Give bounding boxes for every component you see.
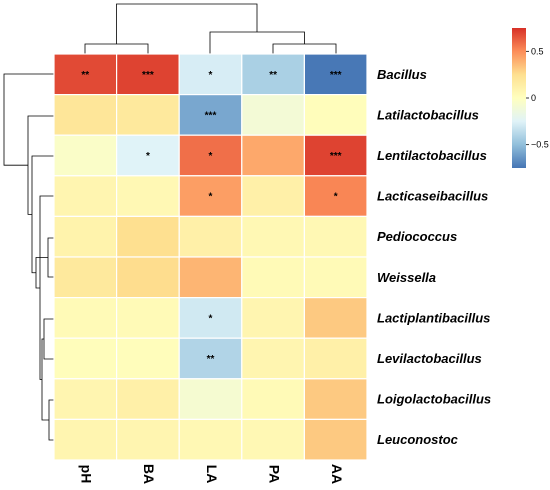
sig-lentilactobacillus-aa: *** [330,151,342,162]
sig-levilactobacillus-la: ** [207,354,215,365]
row-dendro-branch-7 [31,155,54,274]
row-label-levilactobacillus: Levilactobacillus [377,351,482,366]
cell-levilactobacillus-pa [241,337,306,380]
cell-bacillus-la [178,53,243,96]
row-dendro-branch-4 [41,338,49,421]
row-dendro-branch-6 [35,257,48,289]
row-label-lacticaseibacillus: Lacticaseibacillus [377,189,488,204]
colorbar-tick-label: 0 [531,93,536,103]
row-label-latilactobacillus: Latilactobacillus [377,107,479,122]
colorbar-tick-label: −0.5 [531,140,549,150]
cell-weissella-ba [115,256,180,299]
cell-loigolactobacillus-aa [303,378,368,420]
cell-loigolactobacillus-ba [115,378,180,420]
cell-loigolactobacillus-la [178,378,243,420]
row-dendro-branch-9 [3,73,54,166]
row-dendro-branch-3 [43,318,54,360]
cell-leuconostoc-ph [53,418,118,461]
cell-weissella-aa [303,256,368,299]
cell-lacticaseibacillus-ph [53,175,118,218]
cell-latilactobacillus-pa [241,93,306,136]
cell-levilactobacillus-la [178,337,243,380]
row-label-leuconostoc: Leuconostoc [377,432,459,447]
sig-lacticaseibacillus-aa: * [334,192,338,203]
cell-lentilactobacillus-ph [53,134,118,177]
cell-levilactobacillus-ba [115,337,180,380]
row-label-pediococcus: Pediococcus [377,229,457,244]
row-dendro-branch-2 [48,399,54,441]
cell-bacillus-pa [241,53,306,96]
cell-leuconostoc-pa [241,418,306,461]
col-label-ph: pH [79,465,95,484]
cell-levilactobacillus-aa [303,337,368,380]
sig-bacillus-la: * [209,70,213,81]
sig-bacillus-ph: ** [81,70,89,81]
row-label-bacillus: Bacillus [377,67,427,82]
cell-lactiplantibacillus-la [178,297,243,339]
cell-lactiplantibacillus-ba [115,297,180,339]
row-dendrogram [3,73,54,441]
cell-lacticaseibacillus-aa [303,175,368,218]
cell-pediococcus-ph [53,215,118,258]
sig-lactiplantibacillus-la: * [209,313,213,324]
cell-latilactobacillus-ph [53,93,118,136]
col-label-aa: AA [329,464,345,484]
col-label-ba: BA [141,464,157,484]
sig-bacillus-aa: *** [330,70,342,81]
cell-lentilactobacillus-pa [241,134,306,177]
row-label-weissella: Weissella [377,270,436,285]
cell-lactiplantibacillus-ph [53,297,118,339]
row-label-lactiplantibacillus: Lactiplantibacillus [377,310,490,325]
col-dendro-branch-la-paaa [209,31,305,54]
colorbar-tick-label: 0.5 [531,46,544,56]
cell-lacticaseibacillus-ba [115,175,180,218]
cell-lentilactobacillus-ba [115,134,180,177]
sig-bacillus-pa: ** [269,70,277,81]
sig-lacticaseibacillus-la: * [209,192,213,203]
cell-lactiplantibacillus-aa [303,297,368,339]
cell-lactiplantibacillus-pa [241,297,306,339]
cell-loigolactobacillus-pa [241,378,306,420]
col-label-la: LA [204,465,220,484]
col-label-pa: PA [266,465,282,483]
col-dendro-branch-pa-aa [272,43,337,54]
col-dendro-branch-root [116,3,258,44]
significance-markers: ** *** * ** ******* * **** **** [81,70,341,365]
cell-pediococcus-aa [303,215,368,258]
cell-bacillus-aa [303,53,368,96]
cell-loigolactobacillus-ph [53,378,118,420]
row-dendro-branch-1 [47,237,54,278]
cell-pediococcus-la [178,215,243,258]
cell-bacillus-ba [115,53,180,96]
cell-weissella-ph [53,256,118,299]
column-labels: pH BA LA PA AA [79,464,345,484]
heatmap-cells [53,53,368,461]
color-legend: 0.5 0 −0.5 [512,28,549,168]
sig-latilactobacillus-la: *** [205,110,217,121]
row-labels: Bacillus Latilactobacillus Lentilactobacil… [377,67,491,447]
colorbar-gradient [512,28,526,168]
cell-weissella-la [178,256,243,299]
column-dendrogram [84,3,337,54]
row-label-lentilactobacillus: Lentilactobacillus [377,148,487,163]
cell-leuconostoc-ba [115,418,180,461]
cell-pediococcus-pa [241,215,306,258]
cell-latilactobacillus-aa [303,93,368,136]
cell-lacticaseibacillus-pa [241,175,306,218]
row-label-loigolactobacillus: Loigolactobacillus [377,392,491,407]
cell-latilactobacillus-ba [115,93,180,136]
sig-lentilactobacillus-la: * [209,151,213,162]
sig-bacillus-ba: *** [142,70,154,81]
sig-lentilactobacillus-ba: * [146,151,150,162]
cell-pediococcus-ba [115,215,180,258]
cell-levilactobacillus-ph [53,337,118,380]
cell-leuconostoc-aa [303,418,368,461]
cell-leuconostoc-la [178,418,243,461]
col-dendro-branch-ph-ba [84,43,149,54]
cell-lentilactobacillus-aa [303,134,368,177]
cell-weissella-pa [241,256,306,299]
